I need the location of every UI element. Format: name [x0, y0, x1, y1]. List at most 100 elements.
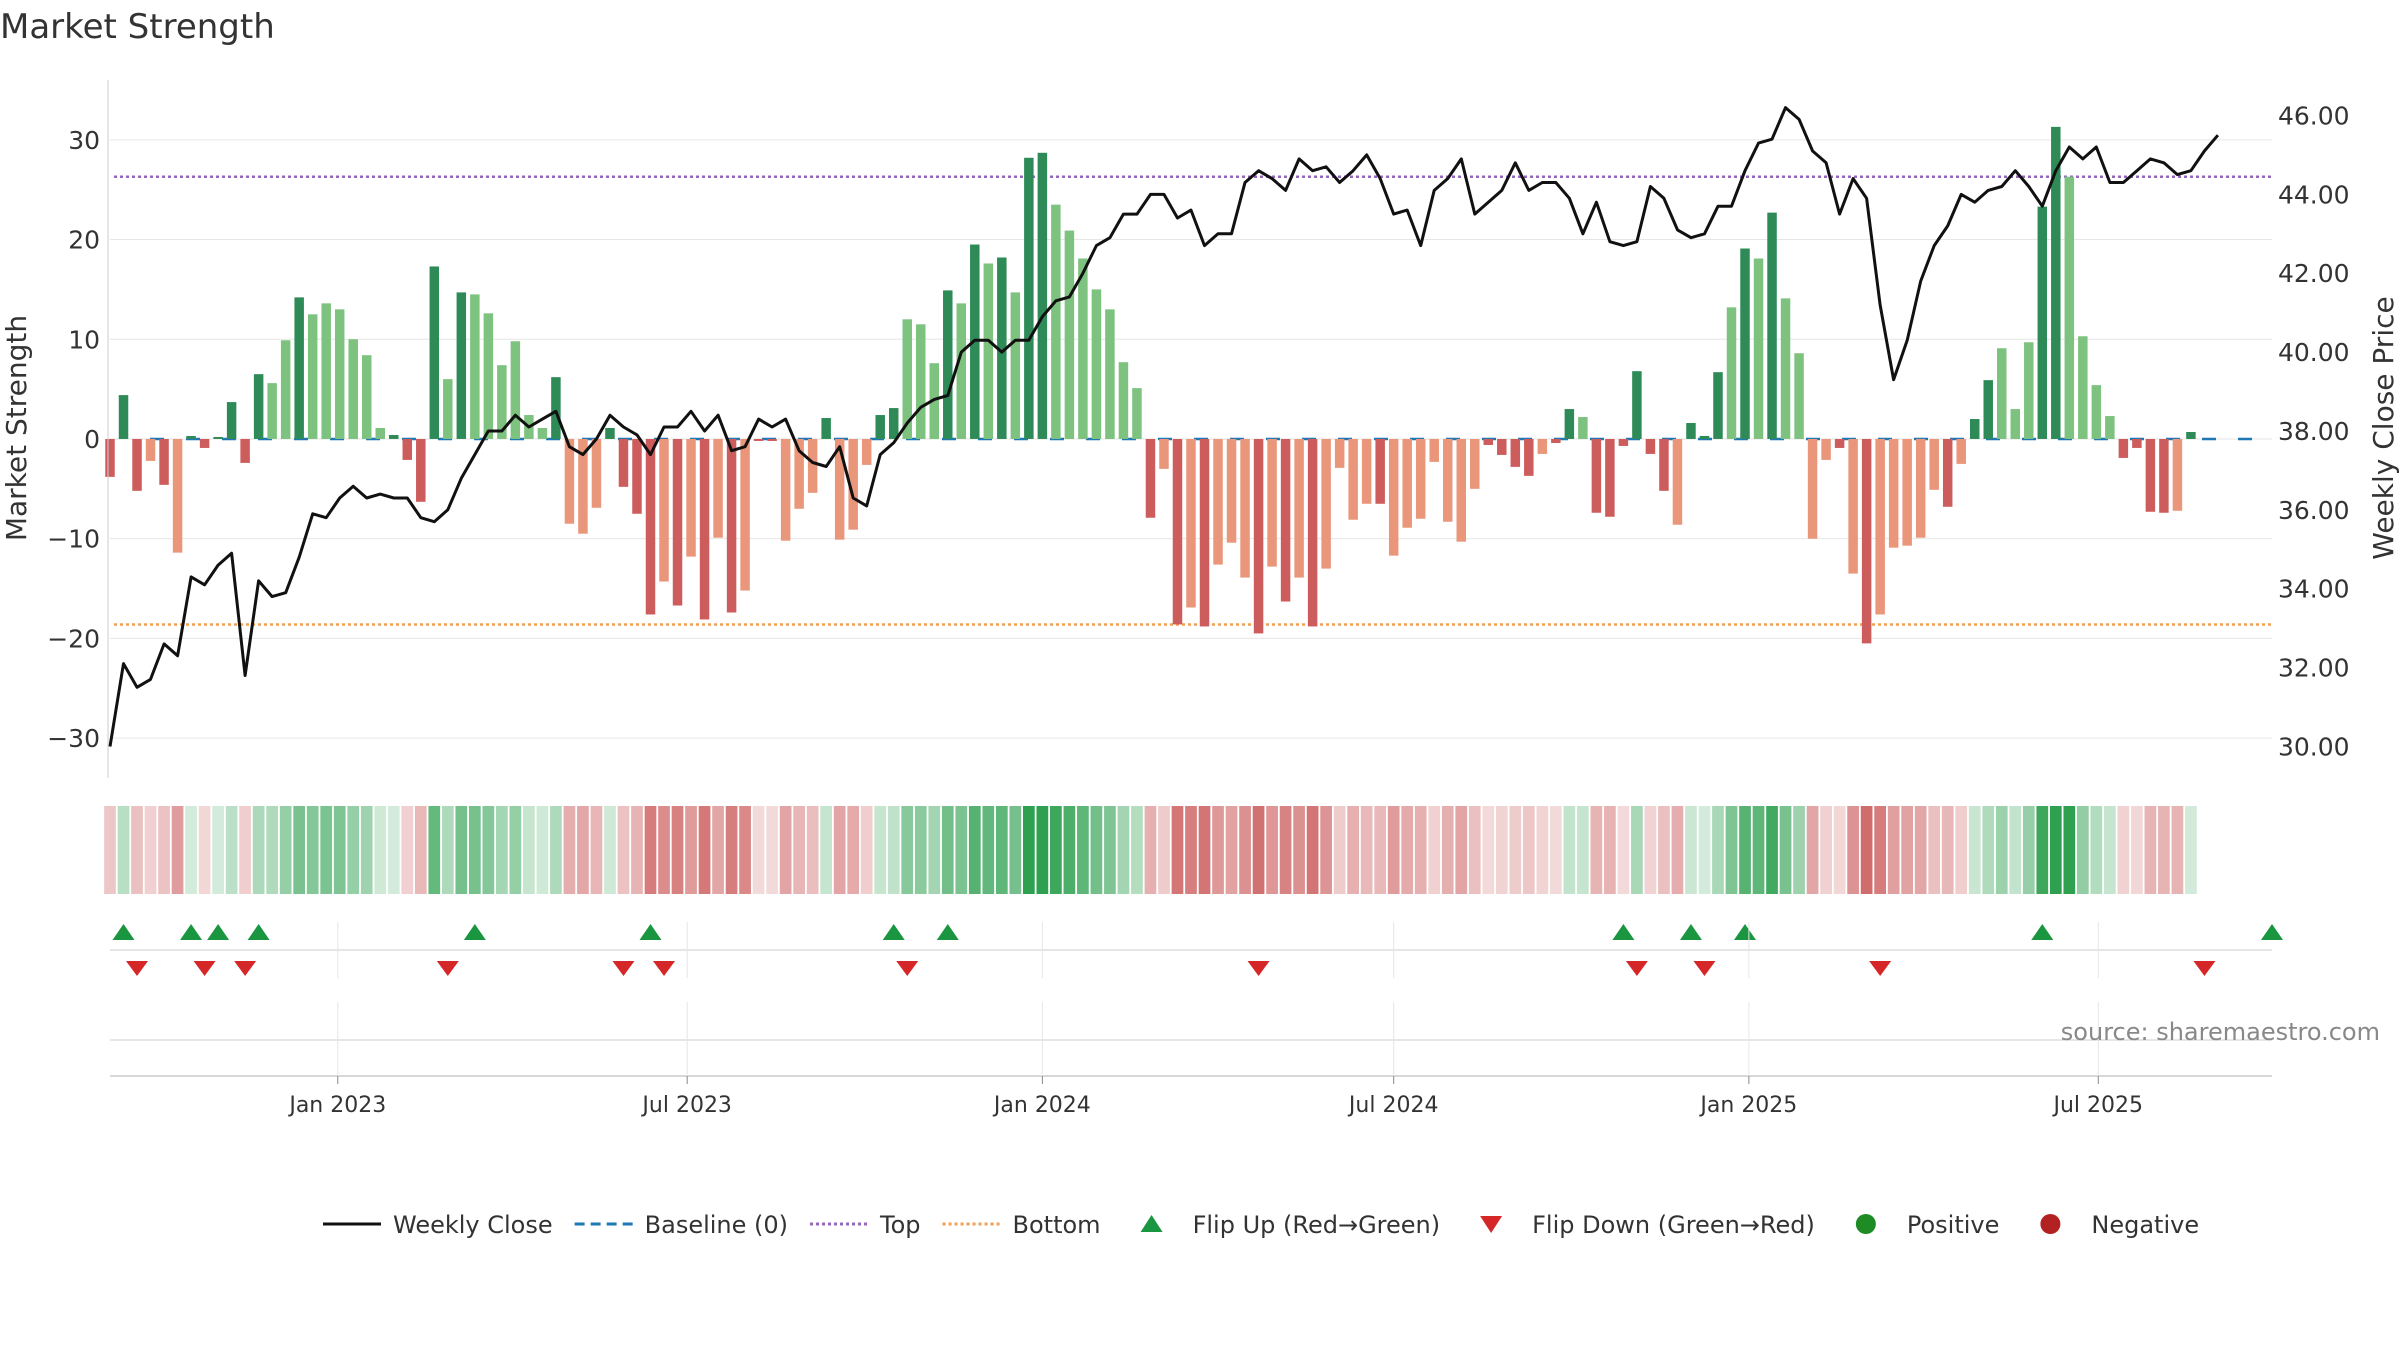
heat-cell [374, 806, 387, 894]
strength-bar [1834, 438, 1845, 448]
strength-bar [2024, 342, 2034, 439]
strength-bar [1145, 438, 1156, 518]
strength-bar [1334, 438, 1345, 468]
flip-down-marker [1247, 961, 1270, 976]
strength-bar [1375, 438, 1385, 504]
heat-cell [1577, 806, 1589, 894]
legend-label: Top [879, 1211, 921, 1239]
heat-cell [1239, 806, 1251, 894]
heat-cell [1050, 806, 1062, 894]
heat-cell [1482, 806, 1495, 894]
strength-bar [443, 379, 453, 439]
strength-bar [1483, 438, 1494, 445]
y-axis-label: Market Strength [0, 315, 33, 541]
strength-bar [2091, 385, 2102, 439]
strength-bar [713, 438, 723, 538]
heat-cell [171, 806, 184, 894]
strength-bar [821, 418, 831, 439]
heat-cell [2171, 806, 2184, 894]
strength-bar [1280, 438, 1291, 602]
heat-cell [1293, 806, 1305, 894]
heat-cell [1563, 806, 1576, 894]
heat-cell [1455, 806, 1468, 894]
heat-cell [144, 806, 157, 894]
x-tick-label: Jan 2024 [992, 1093, 1091, 1118]
heat-cell [712, 806, 724, 894]
flip-up-marker [2031, 924, 2054, 940]
flip-up-marker [180, 924, 203, 940]
heat-cell [1752, 806, 1765, 894]
strength-bar [983, 263, 994, 439]
strength-bar [416, 438, 426, 502]
heat-cell [685, 806, 697, 894]
strength-bar [726, 438, 737, 613]
strength-bar [1361, 438, 1372, 504]
strength-bar [348, 339, 358, 439]
heat-cell [2103, 806, 2116, 894]
y-tick-label: 10 [68, 325, 100, 354]
flip-down-marker [1869, 961, 1892, 976]
strength-bar [1091, 289, 1102, 439]
strength-bar [1659, 438, 1669, 491]
strength-bar [1307, 438, 1318, 627]
strength-bars [105, 126, 2196, 644]
heat-cell [563, 806, 576, 894]
date-axis: Jan 2023 Jul 2023 Jan 2024 Jul 2024 Jan 2025… [110, 922, 2272, 1118]
strength-bar [1699, 435, 1710, 439]
axes: −30 −20 −10 0 10 20 30 30.00 32.00 34.00 36.00 38.0… [47, 80, 2350, 778]
heat-cell [401, 806, 414, 894]
strength-bar [1172, 438, 1183, 625]
strength-bar [199, 438, 210, 448]
flip-down-marker [896, 961, 919, 976]
strength-bar [1226, 438, 1237, 543]
heat-cell [1266, 806, 1278, 894]
y2-tick-label: 38.00 [2278, 417, 2350, 446]
y2-tick-label: 32.00 [2278, 654, 2350, 683]
heat-cell [1198, 806, 1211, 894]
heat-cell [590, 806, 603, 894]
heat-cell [1617, 806, 1630, 894]
strength-bar [186, 435, 196, 439]
flip-up-marker [1679, 924, 1702, 940]
heat-cell [766, 806, 778, 894]
strength-bar [1132, 388, 1142, 439]
heat-cell [644, 806, 657, 894]
heat-cell [1171, 806, 1184, 894]
heat-cell [1252, 806, 1265, 894]
strength-bar [375, 428, 385, 439]
strength-bar [956, 303, 967, 439]
heat-cell [1739, 806, 1751, 894]
strength-bar [1780, 298, 1791, 439]
strength-bar [2132, 438, 2142, 448]
heat-cell [252, 806, 265, 894]
strength-bar [429, 266, 440, 439]
heat-cell [1225, 806, 1238, 894]
y-tick-label: 20 [68, 226, 100, 255]
heat-cell [1185, 806, 1197, 894]
strength-bar [1875, 438, 1885, 615]
heat-cell [131, 806, 143, 894]
flip-markers [110, 924, 2283, 976]
heat-cell [1347, 806, 1360, 894]
strength-bar [1591, 438, 1602, 513]
strength-bar [997, 257, 1007, 439]
strength-bar [1348, 438, 1358, 520]
strength-bar [1456, 438, 1466, 542]
strength-bar [767, 438, 777, 441]
strength-bar [389, 434, 399, 439]
legend-item: Flip Up (Red→Green) [1140, 1211, 1441, 1239]
source-note: source: sharemaestro.com [2061, 1018, 2380, 1046]
strength-bar [132, 438, 142, 491]
heat-cell [793, 806, 805, 894]
y2-tick-label: 30.00 [2278, 732, 2350, 761]
heat-cell [1549, 806, 1562, 894]
strength-bar [240, 438, 250, 463]
strength-bar [361, 355, 372, 439]
heat-cell [1090, 806, 1103, 894]
x-tick-label: Jan 2023 [287, 1093, 386, 1118]
legend-label: Flip Up (Red→Green) [1193, 1211, 1441, 1239]
heat-cell [1793, 806, 1805, 894]
strength-bar [510, 341, 521, 439]
heat-cell [455, 806, 468, 894]
strength-bar [1470, 438, 1480, 489]
